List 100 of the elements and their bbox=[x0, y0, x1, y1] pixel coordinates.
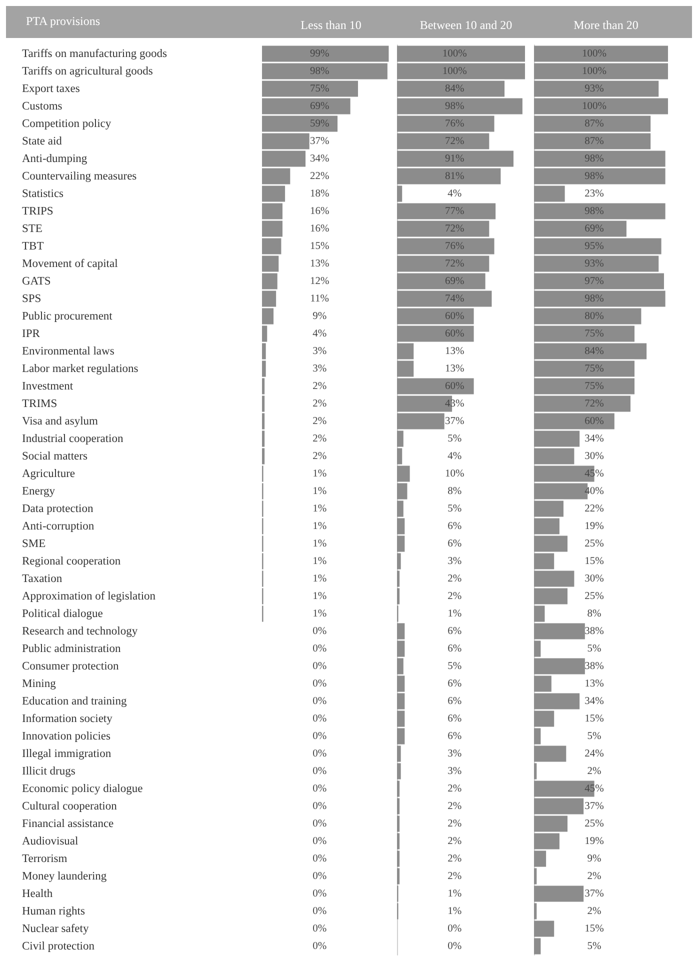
data-label: 100% bbox=[582, 100, 607, 112]
data-label: 4% bbox=[448, 450, 462, 462]
data-label: 91% bbox=[444, 153, 464, 164]
data-label: 37% bbox=[444, 416, 464, 427]
chart-title: Less than 10 bbox=[300, 18, 362, 32]
data-label: 3% bbox=[448, 766, 462, 777]
data-label: 0% bbox=[312, 766, 327, 777]
data-label: 93% bbox=[584, 258, 604, 270]
data-label: 5% bbox=[587, 643, 602, 654]
data-label: 22% bbox=[310, 170, 330, 182]
data-label: 5% bbox=[448, 660, 462, 672]
y-tick-label: Regional cooperation bbox=[22, 555, 121, 568]
y-tick-label: TRIPS bbox=[22, 205, 54, 218]
y-tick-label: Tariffs on manufacturing goods bbox=[22, 48, 168, 60]
data-label: 72% bbox=[444, 223, 464, 234]
data-label: 76% bbox=[444, 240, 464, 252]
data-label: 0% bbox=[312, 906, 327, 917]
y-tick-label: Health bbox=[22, 888, 53, 900]
data-label: 1% bbox=[312, 556, 327, 567]
y-tick-label: Industrial cooperation bbox=[22, 432, 124, 445]
y-tick-label: Export taxes bbox=[22, 82, 80, 95]
y-tick-label: Approximation of legislation bbox=[22, 590, 156, 602]
data-label: 69% bbox=[584, 223, 604, 234]
data-label: 13% bbox=[444, 363, 464, 374]
data-label: 22% bbox=[584, 503, 604, 514]
data-label: 98% bbox=[584, 293, 604, 304]
data-label: 2% bbox=[587, 906, 602, 917]
data-label: 69% bbox=[310, 100, 330, 112]
y-tick-label: Education and training bbox=[22, 695, 127, 708]
data-label: 11% bbox=[310, 293, 330, 304]
data-label: 80% bbox=[584, 310, 604, 322]
data-label: 37% bbox=[584, 888, 604, 900]
data-label: 12% bbox=[310, 276, 330, 287]
data-label: 100% bbox=[582, 48, 607, 60]
data-label: 0% bbox=[312, 836, 327, 847]
data-label: 4% bbox=[312, 328, 327, 340]
data-label: 2% bbox=[587, 766, 602, 777]
data-label: 1% bbox=[312, 468, 327, 480]
data-label: 2% bbox=[312, 450, 327, 462]
data-label: 37% bbox=[584, 800, 604, 812]
data-label: 2% bbox=[448, 853, 462, 864]
data-label: 10% bbox=[444, 468, 464, 480]
data-label: 6% bbox=[448, 643, 462, 654]
data-label: 100% bbox=[442, 48, 468, 60]
data-label: 98% bbox=[310, 66, 330, 77]
data-label: 38% bbox=[584, 660, 604, 672]
data-label: 0% bbox=[312, 800, 327, 812]
data-label: 30% bbox=[584, 450, 604, 462]
data-label: 2% bbox=[312, 398, 327, 410]
data-label: 2% bbox=[448, 836, 462, 847]
data-label: 75% bbox=[584, 363, 604, 374]
y-tick-label: Human rights bbox=[22, 905, 86, 918]
y-tick-label: Environmental laws bbox=[22, 345, 115, 358]
data-label: 2% bbox=[312, 380, 327, 392]
y-tick-label: TBT bbox=[22, 240, 44, 252]
y-tick-label: Illegal immigration bbox=[22, 748, 112, 760]
data-label: 97% bbox=[584, 276, 604, 287]
data-label: 72% bbox=[444, 136, 464, 147]
data-label: 1% bbox=[448, 888, 462, 900]
y-tick-label: Data protection bbox=[22, 502, 94, 515]
data-label: 25% bbox=[584, 818, 604, 830]
data-label: 6% bbox=[448, 626, 462, 637]
data-label: 13% bbox=[444, 346, 464, 357]
y-tick-label: Social matters bbox=[22, 450, 88, 462]
data-label: 98% bbox=[584, 206, 604, 217]
data-label: 75% bbox=[584, 328, 604, 340]
y-tick-label: Labor market regulations bbox=[22, 362, 139, 375]
data-label: 3% bbox=[312, 363, 327, 374]
data-label: 87% bbox=[584, 136, 604, 147]
data-label: 9% bbox=[587, 853, 602, 864]
data-label: 9% bbox=[312, 310, 327, 322]
data-label: 8% bbox=[587, 608, 602, 620]
data-label: 84% bbox=[584, 346, 604, 357]
data-label: 24% bbox=[584, 748, 604, 760]
data-label: 1% bbox=[312, 538, 327, 550]
data-label: 74% bbox=[444, 293, 464, 304]
data-label: 0% bbox=[312, 783, 327, 794]
data-label: 15% bbox=[310, 240, 330, 252]
data-label: 6% bbox=[448, 538, 462, 550]
y-tick-label: Visa and asylum bbox=[22, 415, 98, 428]
data-label: 4% bbox=[448, 188, 462, 200]
data-label: 60% bbox=[444, 328, 464, 340]
data-label: 0% bbox=[312, 626, 327, 637]
data-label: 13% bbox=[310, 258, 330, 270]
y-tick-label: Statistics bbox=[22, 188, 64, 200]
data-label: 93% bbox=[584, 83, 604, 94]
data-label: 84% bbox=[444, 83, 464, 94]
data-label: 3% bbox=[312, 346, 327, 357]
y-tick-label: Political dialogue bbox=[22, 608, 103, 620]
data-label: 81% bbox=[444, 170, 464, 182]
data-label: 72% bbox=[444, 258, 464, 270]
data-label: 19% bbox=[584, 520, 604, 532]
data-label: 18% bbox=[310, 188, 330, 200]
data-label: 72% bbox=[584, 398, 604, 410]
data-label: 16% bbox=[310, 223, 330, 234]
y-tick-label: Civil protection bbox=[22, 940, 95, 952]
data-label: 0% bbox=[312, 818, 327, 830]
y-tick-label: GATS bbox=[22, 275, 51, 288]
y-tick-label: Terrorism bbox=[22, 852, 68, 865]
data-label: 2% bbox=[448, 818, 462, 830]
